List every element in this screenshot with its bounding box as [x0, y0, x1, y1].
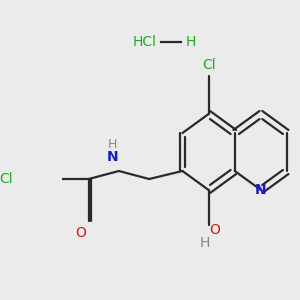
Text: O: O: [209, 223, 220, 237]
Text: N: N: [107, 150, 118, 164]
Text: Cl: Cl: [202, 58, 215, 72]
Text: H: H: [108, 139, 117, 152]
Text: HCl: HCl: [133, 35, 157, 49]
Text: N: N: [255, 183, 267, 197]
Text: H: H: [185, 35, 196, 49]
Text: H: H: [200, 236, 210, 250]
Text: Cl: Cl: [0, 172, 12, 186]
Text: O: O: [75, 226, 86, 240]
